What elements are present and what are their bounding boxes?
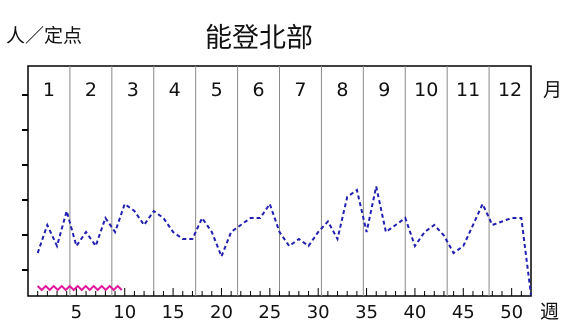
x-axis-ticks	[37, 288, 532, 296]
x-tick-label: 30	[307, 302, 330, 323]
month-label: 11	[456, 79, 480, 101]
series-line	[36, 284, 123, 292]
x-tick-label: 20	[210, 302, 233, 323]
y-axis-ticks	[22, 94, 28, 271]
month-label: 8	[336, 79, 348, 101]
month-label: 4	[169, 79, 181, 101]
x-tick-label: 45	[452, 302, 475, 323]
month-label: 10	[414, 79, 438, 101]
month-label: 5	[211, 79, 223, 101]
month-label: 7	[294, 79, 306, 101]
x-tick-label: 50	[500, 302, 523, 323]
week-axis-label: 週	[540, 301, 559, 323]
month-label: 1	[43, 79, 55, 101]
x-tick-label: 5	[71, 302, 82, 323]
month-dividers	[69, 66, 490, 296]
month-label: 3	[127, 79, 139, 101]
month-labels: 1 2 3 4 5 6 7 8 9 10 11 12	[43, 79, 522, 101]
series-line	[36, 186, 532, 296]
month-label: 2	[85, 79, 97, 101]
month-label: 6	[252, 79, 264, 101]
month-label: 9	[378, 79, 390, 101]
x-tick-label: 40	[403, 302, 426, 323]
month-label: 12	[498, 79, 522, 101]
unit-label: 人／定点	[6, 25, 82, 47]
x-tick-label: 25	[258, 302, 281, 323]
series-layer	[36, 186, 532, 296]
x-tick-label: 10	[113, 302, 136, 323]
chart-title: 能登北部	[205, 23, 313, 54]
x-tick-label: 35	[355, 302, 378, 323]
x-tick-labels: 5 10 15 20 25 30 35 40 45 50	[71, 302, 523, 323]
x-tick-label: 15	[162, 302, 185, 323]
month-axis-label: 月	[543, 79, 562, 101]
